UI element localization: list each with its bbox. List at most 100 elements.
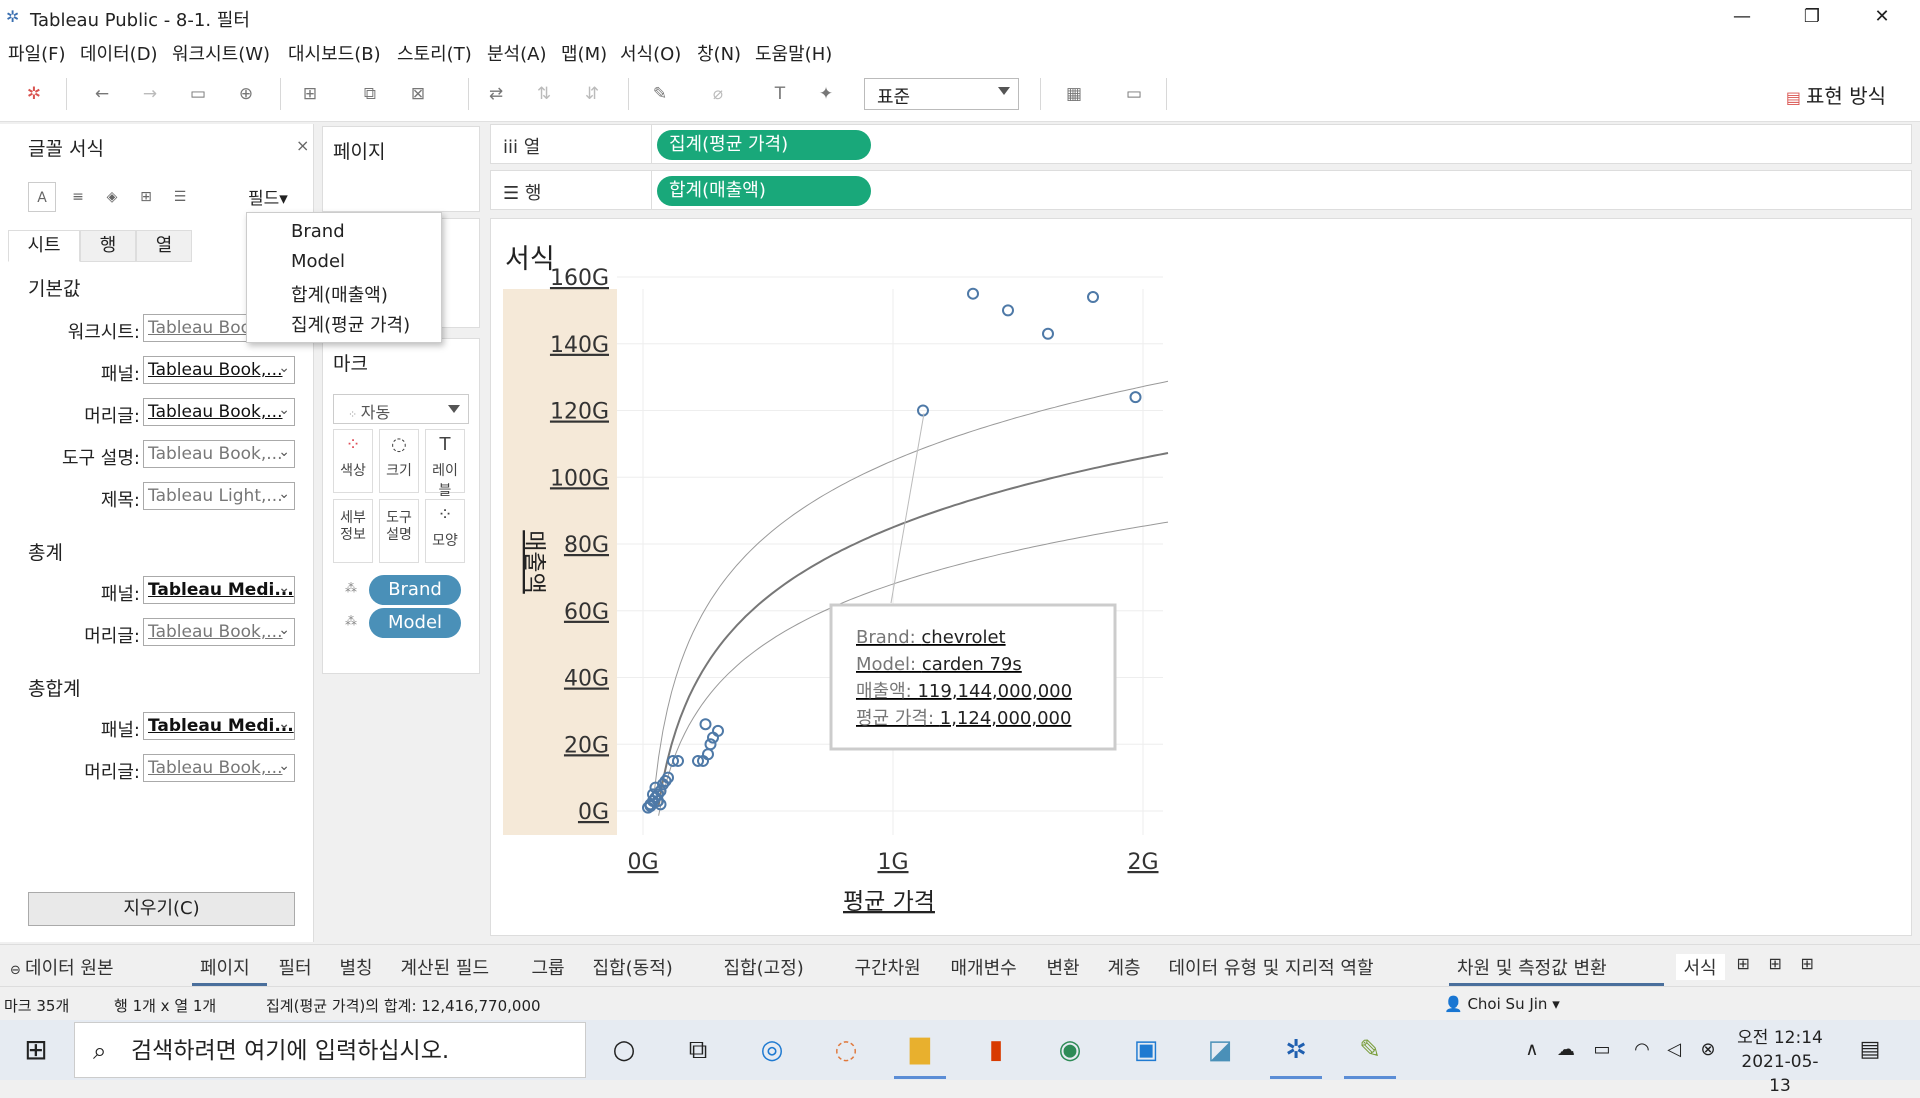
sheet-tab[interactable]: 데이터 유형 및 지리적 역할 xyxy=(1168,958,1374,979)
show-labels-icon[interactable]: T xyxy=(774,84,786,104)
sheet-tab[interactable]: 필터 xyxy=(278,958,312,979)
volume-icon[interactable]: ◁ xyxy=(1667,1039,1681,1060)
chevron-up-icon[interactable]: ∧ xyxy=(1525,1039,1539,1060)
restore-button[interactable]: ❐ xyxy=(1803,6,1821,27)
chrome-icon[interactable]: ◉ xyxy=(1058,1035,1082,1065)
file-explorer-icon[interactable]: ▇ xyxy=(910,1035,930,1065)
sort-ascending-icon[interactable]: ⇅ xyxy=(536,84,552,104)
field-menu-item-sum-sales[interactable]: 합계(매출액) xyxy=(291,285,388,306)
tab-rows[interactable]: 행 xyxy=(80,230,136,262)
office-icon[interactable]: ▮ xyxy=(988,1035,1004,1065)
taskbar-clock[interactable]: 오전 12:14 2021-05-13 xyxy=(1737,1028,1823,1096)
paint-icon[interactable]: ✎ xyxy=(1359,1035,1381,1065)
totals-header-font-select[interactable]: Tableau Book,... ⌄ xyxy=(143,618,295,646)
tableau-home-icon[interactable]: ✲ xyxy=(26,84,42,104)
grand-totals-pane-font-select[interactable]: Tableau Medi... ⌄ xyxy=(143,712,295,740)
battery-icon[interactable]: ▭ xyxy=(1593,1039,1611,1060)
title-font-select[interactable]: Tableau Light,... ⌄ xyxy=(143,482,295,510)
minimize-button[interactable]: — xyxy=(1733,6,1751,27)
sum-sales-pill[interactable]: 합계(매출액) xyxy=(657,176,871,206)
grand-totals-header-font-select[interactable]: Tableau Book,... ⌄ xyxy=(143,754,295,782)
sheet-tab[interactable]: 구간차원 xyxy=(854,958,921,979)
avg-price-pill[interactable]: 집계(평균 가격) xyxy=(657,130,871,160)
pane-font-select[interactable]: Tableau Book,... ⌄ xyxy=(143,356,295,384)
highlight-icon[interactable]: ✎ xyxy=(652,84,668,104)
taskbar-search-box[interactable]: ⌕ 검색하려면 여기에 입력하십시오. xyxy=(74,1022,586,1078)
model-pill[interactable]: Model xyxy=(369,608,461,638)
tableau-icon[interactable]: ✲ xyxy=(1285,1035,1307,1065)
menu-help[interactable]: 도움말(H) xyxy=(755,44,833,65)
field-menu-item-avg-price[interactable]: 집계(평균 가격) xyxy=(291,315,411,336)
pin-icon[interactable]: ✦ xyxy=(818,84,834,104)
fit-select[interactable]: 표준 xyxy=(864,78,1019,110)
group-icon[interactable]: ⌀ xyxy=(712,84,724,104)
menu-file[interactable]: 파일(F) xyxy=(8,44,66,65)
brand-pill[interactable]: Brand xyxy=(369,575,461,605)
font-format-icon[interactable]: A xyxy=(28,182,56,212)
tooltip-card[interactable]: 도구 설명 xyxy=(379,499,419,563)
new-worksheet-icon[interactable]: ⊞ xyxy=(1736,954,1750,973)
totals-pane-font-select[interactable]: Tableau Medi... ⌄ xyxy=(143,576,295,604)
field-menu-item-model[interactable]: Model xyxy=(291,251,346,272)
menu-map[interactable]: 맵(M) xyxy=(561,44,608,65)
notes-icon[interactable]: ◪ xyxy=(1207,1035,1233,1065)
duplicate-sheet-icon[interactable]: ⧉ xyxy=(363,84,377,104)
shading-format-icon[interactable]: ◈ xyxy=(106,189,118,205)
shape-card[interactable]: ⁘ 모양 xyxy=(425,499,465,563)
data-source-tab[interactable]: ⊖ 데이터 원본 xyxy=(10,958,114,979)
presentation-icon[interactable]: ▭ xyxy=(1125,84,1143,104)
cloud-icon[interactable]: ☁ xyxy=(1557,1039,1575,1060)
sheet-tab[interactable]: 계산된 필드 xyxy=(400,958,490,979)
tooltip-font-select[interactable]: Tableau Book,... ⌄ xyxy=(143,440,295,468)
borders-format-icon[interactable]: ⊞ xyxy=(140,189,152,205)
sheet-tab[interactable]: 변환 xyxy=(1046,958,1080,979)
save-icon[interactable]: ▭ xyxy=(189,84,207,104)
sheet-tab[interactable]: 차원 및 측정값 변환 xyxy=(1457,958,1607,979)
mark-type-select[interactable]: ⁘ 자동 xyxy=(333,394,469,424)
menu-format[interactable]: 서식(O) xyxy=(620,44,682,65)
undo-icon[interactable]: ← xyxy=(94,84,110,104)
detail-card[interactable]: 세부 정보 xyxy=(333,499,373,563)
no-network-icon[interactable]: ⊗ xyxy=(1700,1039,1716,1060)
sheet-tab[interactable]: 서식 xyxy=(1675,954,1725,980)
clear-button[interactable]: 지우기(C) xyxy=(28,892,295,926)
menu-data[interactable]: 데이터(D) xyxy=(80,44,158,65)
sheet-tab[interactable]: 계층 xyxy=(1107,958,1141,979)
align-format-icon[interactable]: ≡ xyxy=(72,189,84,205)
wifi-icon[interactable]: ◠ xyxy=(1634,1039,1650,1060)
user-menu[interactable]: 👤 Choi Su Jin ▾ xyxy=(1444,995,1560,1013)
sheet-tab[interactable]: 집합(고정) xyxy=(723,958,804,979)
redo-icon[interactable]: → xyxy=(142,84,158,104)
menu-window[interactable]: 창(N) xyxy=(697,44,742,65)
menu-story[interactable]: 스토리(T) xyxy=(397,44,472,65)
cards-icon[interactable]: ▦ xyxy=(1065,84,1083,104)
close-icon[interactable]: × xyxy=(296,136,310,155)
new-worksheet-icon[interactable]: ⊞ xyxy=(302,84,318,104)
tab-sheet[interactable]: 시트 xyxy=(8,230,80,262)
color-card[interactable]: ⁘ 색상 xyxy=(333,429,373,493)
windows-start-icon[interactable]: ⊞ xyxy=(24,1033,48,1066)
menu-dashboard[interactable]: 대시보드(B) xyxy=(288,44,381,65)
sheet-tab[interactable]: 별칭 xyxy=(339,958,373,979)
header-font-select[interactable]: Tableau Book,... ⌄ xyxy=(143,398,295,426)
edge-icon[interactable]: ◎ xyxy=(760,1035,784,1065)
fields-dropdown[interactable]: 필드▾ xyxy=(248,189,288,209)
ebook-icon[interactable]: ▣ xyxy=(1133,1035,1159,1065)
sheet-tab[interactable]: 그룹 xyxy=(531,958,565,979)
lines-format-icon[interactable]: ☰ xyxy=(173,189,187,205)
app-icon[interactable]: ◌ xyxy=(834,1035,858,1065)
swap-icon[interactable]: ⇄ xyxy=(488,84,504,104)
tab-columns[interactable]: 열 xyxy=(136,230,192,262)
notifications-icon[interactable]: ▤ xyxy=(1859,1037,1881,1062)
close-window-button[interactable]: ✕ xyxy=(1874,6,1890,27)
field-menu-item-brand[interactable]: Brand xyxy=(291,221,345,242)
show-me-button[interactable]: ▤ 표현 방식 xyxy=(1785,84,1886,108)
clear-sheet-icon[interactable]: ⊠ xyxy=(410,84,426,104)
sheet-tab[interactable]: 페이지 xyxy=(200,958,250,979)
sheet-tab[interactable]: 집합(동적) xyxy=(592,958,673,979)
scatter-chart[interactable]: 0G 20G 40G 60G 80G 100G 120G 140G 160G 0G 1G 2G 평균 가… xyxy=(491,219,1913,937)
new-dashboard-icon[interactable]: ⊞ xyxy=(1768,954,1782,973)
sheet-tab[interactable]: 매개변수 xyxy=(950,958,1017,979)
cortana-icon[interactable]: ○ xyxy=(612,1035,636,1065)
new-story-icon[interactable]: ⊞ xyxy=(1800,954,1814,973)
